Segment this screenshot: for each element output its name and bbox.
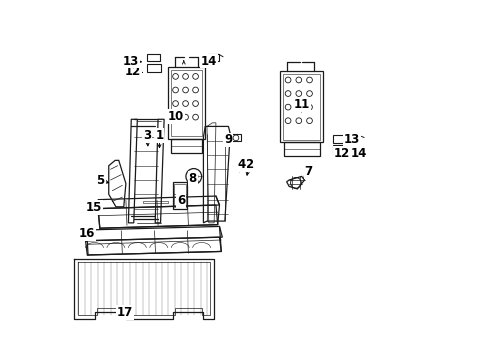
Text: 13: 13 (123, 55, 139, 68)
Text: 7: 7 (304, 165, 312, 178)
Text: 2: 2 (244, 158, 253, 171)
Text: 14: 14 (350, 148, 366, 161)
Text: 12: 12 (124, 65, 141, 78)
Text: 4: 4 (237, 158, 245, 171)
Bar (170, 70, 202, 136)
Bar (207, 54, 218, 62)
Text: 5: 5 (96, 174, 104, 187)
Text: 6: 6 (177, 194, 184, 207)
Text: 11: 11 (293, 99, 309, 112)
Text: 1: 1 (155, 129, 163, 142)
Text: 3: 3 (143, 129, 151, 142)
Bar (283, 74, 320, 140)
Bar (171, 139, 201, 153)
Bar (147, 64, 161, 72)
Bar (142, 201, 167, 203)
Text: 12: 12 (333, 148, 349, 161)
Text: 14: 14 (200, 55, 217, 68)
Text: 9: 9 (224, 134, 232, 147)
Bar (173, 182, 187, 208)
Bar (174, 184, 185, 207)
Text: 17: 17 (117, 306, 133, 319)
Bar (283, 143, 319, 156)
Bar (280, 71, 323, 143)
Bar (167, 67, 205, 139)
Bar (332, 135, 346, 143)
Bar (347, 135, 358, 143)
Text: 16: 16 (78, 227, 95, 240)
Text: 10: 10 (167, 110, 183, 123)
Bar (230, 134, 241, 141)
Bar (147, 54, 160, 62)
Bar (332, 145, 346, 154)
Text: 13: 13 (343, 134, 359, 147)
Text: 15: 15 (85, 201, 102, 214)
Text: 8: 8 (188, 172, 197, 185)
